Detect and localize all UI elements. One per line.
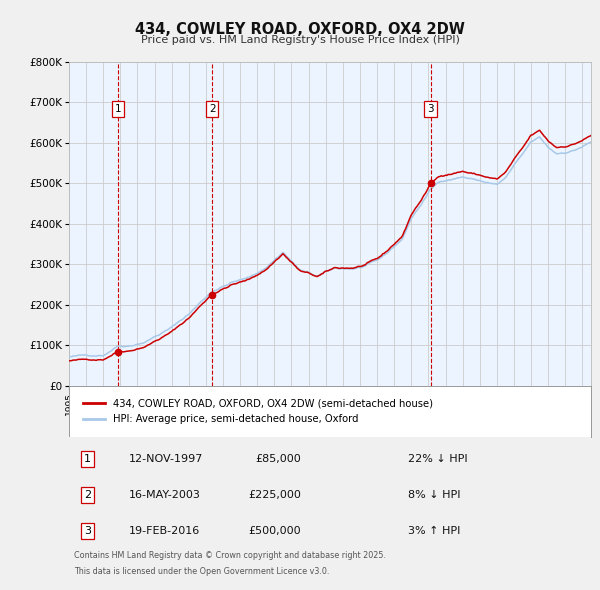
Legend: 434, COWLEY ROAD, OXFORD, OX4 2DW (semi-detached house), HPI: Average price, sem: 434, COWLEY ROAD, OXFORD, OX4 2DW (semi-… xyxy=(79,395,437,428)
Text: This data is licensed under the Open Government Licence v3.0.: This data is licensed under the Open Gov… xyxy=(74,566,329,576)
Text: Contains HM Land Registry data © Crown copyright and database right 2025.: Contains HM Land Registry data © Crown c… xyxy=(74,550,386,559)
Text: 3: 3 xyxy=(84,526,91,536)
Bar xyxy=(212,62,431,386)
Bar xyxy=(69,62,118,386)
Text: 19-FEB-2016: 19-FEB-2016 xyxy=(129,526,200,536)
Text: 3% ↑ HPI: 3% ↑ HPI xyxy=(409,526,461,536)
Text: 8% ↓ HPI: 8% ↓ HPI xyxy=(409,490,461,500)
Text: 1: 1 xyxy=(84,454,91,464)
Text: 22% ↓ HPI: 22% ↓ HPI xyxy=(409,454,468,464)
Text: 1: 1 xyxy=(115,104,121,114)
Text: 2: 2 xyxy=(84,490,91,500)
Text: £225,000: £225,000 xyxy=(248,490,301,500)
Text: £85,000: £85,000 xyxy=(256,454,301,464)
Text: 12-NOV-1997: 12-NOV-1997 xyxy=(129,454,203,464)
Text: 434, COWLEY ROAD, OXFORD, OX4 2DW: 434, COWLEY ROAD, OXFORD, OX4 2DW xyxy=(135,22,465,37)
Text: 2: 2 xyxy=(209,104,215,114)
Text: £500,000: £500,000 xyxy=(248,526,301,536)
Text: Price paid vs. HM Land Registry's House Price Index (HPI): Price paid vs. HM Land Registry's House … xyxy=(140,35,460,45)
Text: 16-MAY-2003: 16-MAY-2003 xyxy=(129,490,201,500)
Bar xyxy=(118,62,212,386)
Bar xyxy=(431,62,591,386)
Text: 3: 3 xyxy=(427,104,434,114)
